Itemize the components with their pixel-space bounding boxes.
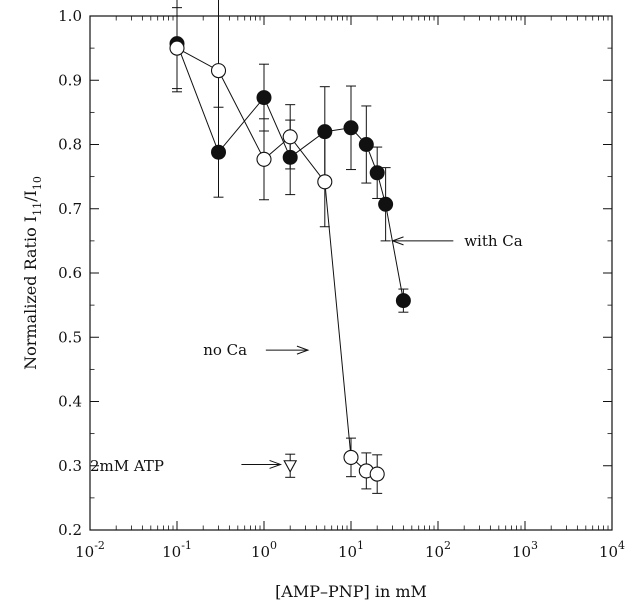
- x-tick-base: 10: [75, 543, 94, 561]
- data-point-no-ca: [369, 466, 385, 482]
- annotation-arrowhead-with-ca: [391, 236, 404, 246]
- x-tick-exponent: 3: [531, 539, 538, 552]
- data-point-atp: [283, 460, 298, 473]
- x-tick-exponent: 0: [270, 539, 277, 552]
- y-axis-label: Normalized Ratio I11/I10: [21, 176, 44, 370]
- y-tick-label: 0.4: [58, 393, 82, 411]
- data-point-no-ca: [169, 40, 185, 56]
- series-line-with-ca: [176, 43, 404, 301]
- x-tick-label: 10-2: [75, 539, 105, 561]
- annotation-arrowhead-no-ca: [296, 345, 310, 355]
- data-point-no-ca: [210, 63, 227, 79]
- data-point-with-ca: [343, 120, 359, 136]
- annotation-text-no-ca: no Ca: [203, 341, 247, 359]
- annotation-arrowhead-atp: [269, 459, 283, 469]
- annotation-no-ca: no Ca: [203, 341, 310, 359]
- data-point-with-ca: [378, 196, 394, 212]
- data-point-with-ca: [395, 293, 411, 309]
- data-point-no-ca: [343, 449, 359, 465]
- data-point-no-ca: [317, 174, 333, 190]
- x-tick-label: 104: [599, 539, 625, 561]
- x-tick-base: 10: [512, 543, 531, 561]
- y-tick-label: 0.9: [58, 71, 82, 89]
- x-tick-base: 10: [599, 543, 618, 561]
- series-line-no-ca: [176, 47, 378, 475]
- x-tick-label: 101: [338, 539, 364, 561]
- x-tick-exponent: -2: [94, 539, 105, 552]
- y-tick-label: 0.8: [58, 136, 82, 154]
- annotation-with-ca: with Ca: [391, 232, 523, 250]
- annotation-layer: with Ca no Ca 2mM ATP: [90, 232, 523, 475]
- annotation-text-atp: 2mM ATP: [90, 457, 164, 475]
- x-tick-base: 10: [425, 543, 444, 561]
- x-axis-label: [AMP–PNP] in mM: [275, 582, 427, 601]
- x-tick-exponent: 2: [444, 539, 451, 552]
- y-tick-label: 0.5: [58, 328, 82, 346]
- y-axis-label-sub1: 11: [31, 202, 44, 216]
- x-tick-base: 10: [338, 543, 357, 561]
- x-tick-exponent: 4: [618, 539, 625, 552]
- x-tick-label: 102: [425, 539, 451, 561]
- annotation-text-with-ca: with Ca: [464, 232, 523, 250]
- y-axis-label-sub2: 10: [31, 176, 44, 190]
- y-tick-label: 0.2: [58, 521, 82, 539]
- y-tick-label: 0.6: [58, 264, 82, 282]
- series-atp: [283, 453, 298, 478]
- y-tick-label: 0.3: [58, 457, 82, 475]
- y-axis-label-main: Normalized Ratio I: [21, 216, 40, 370]
- series-layer: [169, 0, 411, 494]
- y-tick-label: 0.7: [58, 200, 82, 218]
- data-point-with-ca: [369, 165, 385, 181]
- x-tick-label: 100: [251, 539, 277, 561]
- data-point-with-ca: [358, 137, 374, 152]
- x-tick-base: 10: [251, 543, 270, 561]
- series-no-ca: [169, 0, 385, 494]
- annotation-atp: 2mM ATP: [90, 457, 283, 475]
- x-tick-exponent: 1: [357, 539, 364, 552]
- data-point-no-ca: [256, 151, 272, 167]
- x-tick-exponent: -1: [181, 539, 192, 552]
- y-axis-label-mid: /I: [21, 190, 40, 202]
- data-point-no-ca: [282, 129, 298, 145]
- data-point-with-ca: [256, 90, 272, 106]
- axis-ticks: 10-2 10-1 100 101 102 103 1040.20.30.40.50.60.…: [58, 7, 625, 561]
- x-tick-label: 10-1: [162, 539, 192, 561]
- y-tick-label: 1.0: [58, 7, 82, 25]
- x-tick-base: 10: [162, 543, 181, 561]
- x-tick-label: 103: [512, 539, 538, 561]
